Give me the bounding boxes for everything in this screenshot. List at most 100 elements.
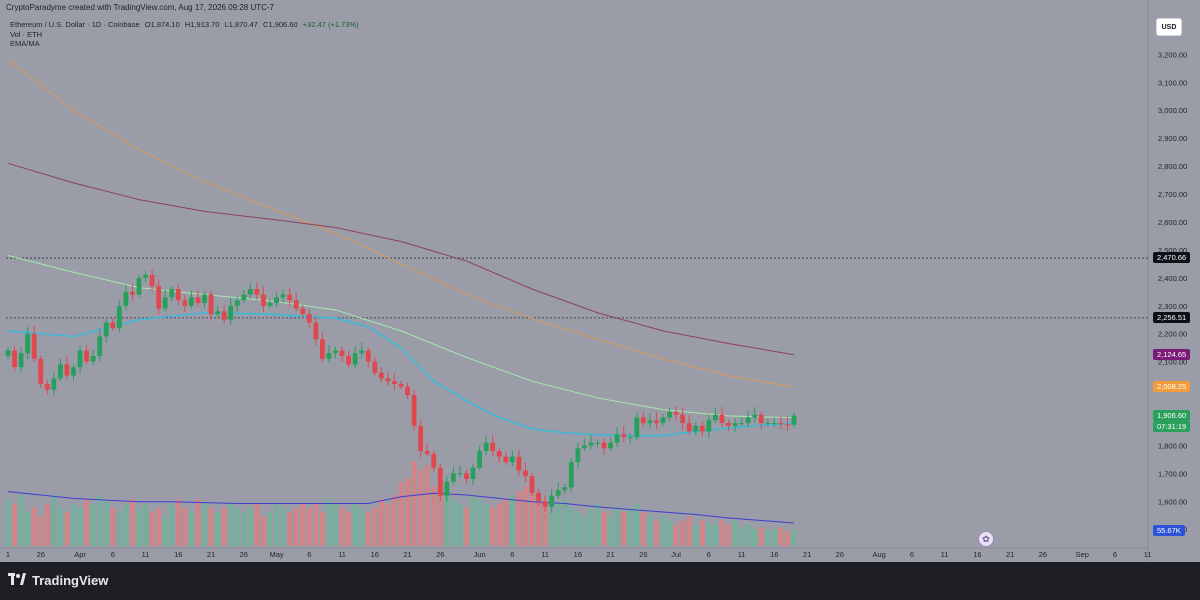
ema-mid-line	[7, 254, 795, 418]
volume-bar	[143, 503, 148, 546]
volume-bar	[778, 527, 784, 546]
candle-body	[215, 311, 220, 315]
y-tick-label: 3,000.00	[1158, 106, 1187, 115]
volume-bar	[175, 499, 181, 546]
volume-bar	[31, 507, 37, 546]
candle-body	[339, 350, 345, 357]
price-tag: 2,470.66	[1153, 252, 1191, 264]
volume-bar	[136, 507, 142, 546]
x-tick-label: 26	[240, 550, 248, 559]
x-tick-label: 26	[639, 550, 647, 559]
x-tick-label: 11	[541, 550, 549, 559]
candle-body	[477, 451, 482, 468]
volume-bar	[647, 516, 653, 546]
y-tick-label: 2,600.00	[1158, 218, 1187, 227]
volume-bar	[418, 469, 424, 546]
x-tick-label: 11	[142, 550, 150, 559]
volume-bar	[562, 499, 568, 546]
volume-ma-line	[7, 491, 795, 524]
candle-body	[333, 350, 338, 354]
volume-bar	[595, 503, 600, 546]
volume-bar	[352, 503, 358, 546]
candle-body	[483, 442, 489, 452]
candle-body	[51, 378, 57, 390]
candle-body	[758, 414, 764, 424]
candle-body	[247, 289, 253, 295]
volume-bar	[110, 507, 116, 546]
x-tick-label: Sep	[1076, 550, 1089, 559]
x-tick-label: 6	[707, 550, 711, 559]
candle-body	[575, 448, 581, 463]
candle-body	[614, 434, 620, 443]
symbol-title[interactable]: Ethereum / U.S. Dollar · 1D · Coinbase	[10, 20, 140, 29]
candle-body	[58, 364, 63, 379]
candle-body	[116, 305, 122, 329]
volume-indicator-label[interactable]: Vol · ETH	[10, 29, 43, 39]
volume-bar	[752, 529, 758, 546]
volume-bar	[640, 512, 646, 546]
price-tag: 2,256.51	[1153, 311, 1191, 323]
volume-bar	[483, 503, 489, 546]
volume-bar	[693, 524, 699, 546]
candle-body	[313, 322, 319, 340]
price-tag: 1,906.60	[1153, 409, 1191, 421]
candle-body	[149, 275, 155, 287]
y-tick-label: 1,600.00	[1158, 497, 1187, 506]
candle-body	[470, 467, 476, 479]
candle-body	[156, 286, 162, 309]
candle-body	[18, 353, 24, 368]
ma-orange-line	[7, 59, 795, 388]
ema-indicator-label[interactable]: EMA/MA	[10, 39, 40, 48]
candle-body	[595, 442, 600, 444]
candle-body	[726, 423, 731, 426]
x-tick-label: 6	[910, 550, 914, 559]
y-tick-label: 2,300.00	[1158, 302, 1187, 311]
x-tick-label: 26	[436, 550, 444, 559]
volume-bar	[215, 512, 220, 546]
candle-body	[352, 353, 358, 365]
volume-bar	[673, 524, 679, 546]
candle-body	[568, 462, 574, 488]
chart-legend: Ethereum / U.S. Dollar · 1D · Coinbase O…	[10, 20, 362, 49]
y-tick-label: 2,200.00	[1158, 330, 1187, 339]
volume-bar	[18, 495, 24, 546]
candle-body	[221, 311, 227, 320]
currency-button[interactable]: USD	[1156, 18, 1182, 36]
volume-bar	[667, 520, 672, 546]
candle-body	[529, 476, 535, 493]
volume-bar	[182, 507, 188, 546]
candle-body	[38, 358, 44, 384]
high-value: H1,913.70	[184, 20, 220, 29]
volume-bar	[306, 507, 312, 546]
x-tick-label: 21	[403, 550, 411, 559]
candle-body	[490, 442, 496, 452]
volume-bar	[660, 516, 666, 546]
volume-bar	[228, 503, 234, 546]
x-tick-label: 6	[1113, 550, 1117, 559]
candle-body	[71, 367, 76, 376]
volume-bar	[313, 503, 319, 546]
candle-body	[365, 350, 371, 362]
tradingview-logo[interactable]: TradingView	[8, 573, 108, 588]
volume-bar	[38, 516, 44, 546]
x-tick-label: 11	[941, 550, 949, 559]
y-tick-label: 2,800.00	[1158, 162, 1187, 171]
y-tick-label: 3,100.00	[1158, 78, 1187, 87]
y-tick-label: 3,200.00	[1158, 50, 1187, 59]
price-tag: 2,124.65	[1153, 348, 1191, 360]
x-tick-label: 16	[174, 550, 182, 559]
chart-settings-icon[interactable]: ✿	[978, 531, 994, 547]
volume-bar	[300, 503, 306, 546]
open-value: O1,874.10	[144, 20, 180, 29]
volume-bar	[477, 499, 482, 546]
candle-body	[457, 473, 463, 475]
symbol-ohlc-row[interactable]: Ethereum / U.S. Dollar · 1D · Coinbase O…	[10, 20, 362, 30]
volume-bar	[84, 499, 89, 546]
close-value: C1,906.60	[263, 20, 298, 29]
volume-bar	[202, 503, 207, 546]
chart-canvas[interactable]: 3,200.00 3,100.00 3,000.00 2,900.00 2,800.00…	[0, 0, 1200, 562]
candle-body	[451, 473, 456, 482]
candle-body	[175, 289, 181, 301]
x-tick-label: 1	[6, 550, 10, 559]
volume-bar	[608, 516, 613, 546]
